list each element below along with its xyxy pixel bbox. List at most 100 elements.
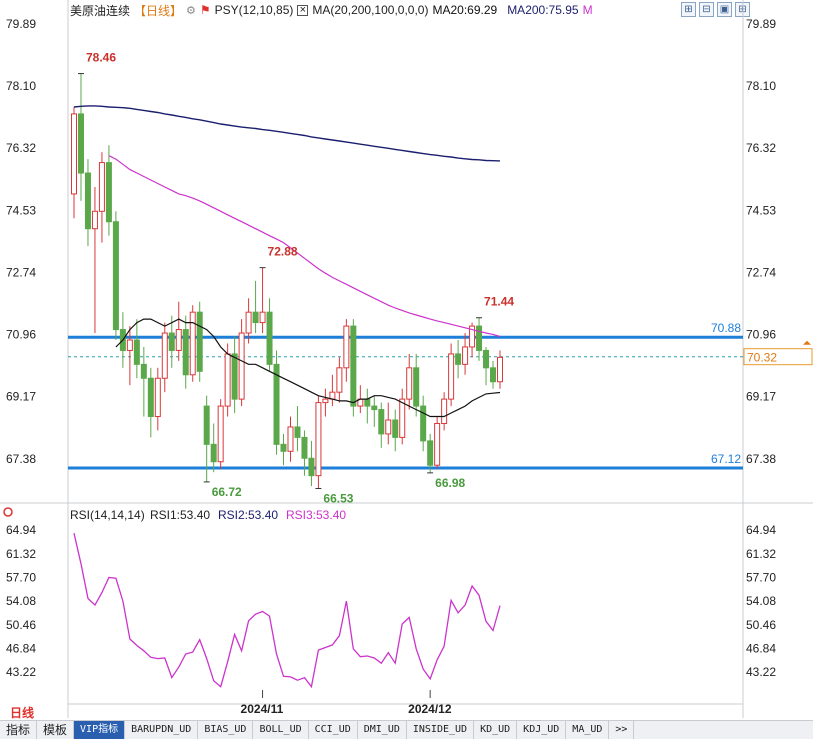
- candle-body: [441, 398, 448, 424]
- candle-body: [350, 325, 357, 407]
- y-tick-left: 76.32: [6, 141, 36, 155]
- rsi-y-tick-left: 50.46: [6, 618, 36, 632]
- candle-body: [490, 367, 497, 383]
- ma-icon[interactable]: ×: [297, 4, 309, 16]
- settings-icon[interactable]: ⚙: [186, 4, 196, 17]
- tab-0[interactable]: 指标: [0, 721, 38, 739]
- candle-body: [71, 113, 77, 195]
- low-annotation: 66.53: [323, 492, 353, 506]
- y-tick-left: 74.53: [6, 203, 36, 217]
- tab-8[interactable]: INSIDE_UD: [407, 721, 475, 739]
- symbol-name: 美原油连续: [70, 3, 131, 18]
- level-label: 70.88: [711, 321, 741, 335]
- candle-body: [280, 443, 287, 452]
- candle-body: [385, 419, 392, 435]
- chart-canvas[interactable]: 79.89 79.89 78.10 78.10 76.32 76.32 74.53 74.53…: [0, 0, 813, 720]
- candle-body: [161, 332, 168, 379]
- candle-body: [476, 325, 483, 351]
- rsi-y-tick-right: 46.84: [746, 642, 776, 656]
- candle-body: [126, 339, 133, 351]
- psy-flag-icon[interactable]: ⚑: [199, 3, 211, 17]
- candle-body: [266, 311, 273, 365]
- y-tick-right: 76.32: [746, 141, 776, 155]
- tab-10[interactable]: KDJ_UD: [517, 721, 567, 739]
- y-tick-left: 79.89: [6, 17, 36, 31]
- tab-1[interactable]: 模板: [37, 721, 75, 739]
- candle-body: [98, 162, 105, 212]
- tab-11[interactable]: MA_UD: [566, 721, 610, 739]
- rsi-y-tick-left: 61.32: [6, 547, 36, 561]
- y-tick-left: 67.38: [6, 452, 36, 466]
- period-label[interactable]: 【日线】: [134, 3, 183, 18]
- candle-body: [231, 353, 238, 400]
- rsi-y-tick-right: 43.22: [746, 665, 776, 679]
- candle-body: [210, 443, 217, 463]
- tab-4[interactable]: BIAS_UD: [198, 721, 254, 739]
- crosshair-icon[interactable]: ⊞: [681, 2, 696, 17]
- high-annotation: 71.44: [484, 295, 514, 309]
- last-price-box: [743, 348, 813, 366]
- tab-6[interactable]: CCI_UD: [309, 721, 358, 739]
- rsi-settings-icon[interactable]: [3, 507, 13, 517]
- rsi2-value: RSI2:53.40: [218, 508, 278, 522]
- candle-body: [378, 409, 385, 435]
- candle-body: [154, 377, 161, 418]
- candle-body: [259, 311, 266, 324]
- timeframe-label[interactable]: 日线: [10, 706, 35, 720]
- high-annotation: 78.46: [86, 51, 116, 65]
- y-tick-left: 70.96: [6, 327, 36, 341]
- tab-2[interactable]: VIP指标: [74, 721, 126, 739]
- candle-body: [413, 367, 420, 407]
- candle-body: [308, 457, 315, 477]
- candle-body: [420, 405, 427, 442]
- candle-body: [287, 426, 294, 452]
- ma200-line: [73, 105, 501, 162]
- rsi-y-tick-right: 61.32: [746, 547, 776, 561]
- candle-body: [91, 210, 98, 230]
- tab-5[interactable]: BOLL_UD: [253, 721, 309, 739]
- ma100-line: [108, 155, 501, 338]
- candle-body: [399, 398, 406, 438]
- candle-body: [140, 363, 147, 379]
- tab-7[interactable]: DMI_UD: [358, 721, 407, 739]
- tab-3[interactable]: BARUPDN_UD: [125, 721, 199, 739]
- x-tick-label: 2024/11: [241, 702, 284, 716]
- y-tick-right: 69.17: [746, 390, 776, 404]
- last-price-arrow-icon: [803, 340, 811, 345]
- ma100-value: M: [582, 3, 593, 17]
- ma20-value: MA20:69.29: [432, 3, 498, 17]
- rsi-y-tick-right: 64.94: [746, 523, 776, 537]
- psy-label[interactable]: PSY(12,10,85): [214, 3, 294, 17]
- candle-body: [147, 377, 154, 418]
- chart-header: 美原油连续 【日线】 ⚙ ⚑ PSY(12,10,85) × MA(20,200…: [70, 2, 597, 18]
- rsi-y-tick-left: 64.94: [6, 523, 36, 537]
- candle-body: [252, 311, 259, 324]
- candle-body: [77, 113, 84, 174]
- rsi-line: [73, 532, 501, 689]
- fullscreen-icon[interactable]: ▣: [717, 2, 732, 17]
- candle-body: [224, 353, 231, 407]
- y-tick-right: 78.10: [746, 79, 776, 93]
- candle-body: [343, 325, 350, 369]
- candle-body: [168, 332, 175, 351]
- indicator-tabbar: 指标 模板 VIP指标 BARUPDN_UD BIAS_UD BOLL_UD CCI_UD D…: [0, 720, 813, 739]
- candle-body: [105, 162, 112, 223]
- ma-label[interactable]: MA(20,200,100,0,0,0): [312, 3, 429, 17]
- rsi-y-tick-right: 57.70: [746, 571, 776, 585]
- candle-body: [175, 329, 182, 351]
- y-tick-right: 70.96: [746, 327, 776, 341]
- rsi-y-tick-left: 43.22: [6, 665, 36, 679]
- candle-body: [336, 367, 343, 393]
- candle-body: [392, 419, 399, 438]
- candle-body: [294, 426, 301, 438]
- rsi-y-tick-right: 50.46: [746, 618, 776, 632]
- candle-body: [322, 398, 329, 404]
- candle-body: [406, 367, 413, 400]
- candle-body: [112, 221, 119, 331]
- zoom-in-icon[interactable]: ⊟: [699, 2, 714, 17]
- candle-body: [189, 311, 196, 376]
- tab-9[interactable]: KD_UD: [474, 721, 518, 739]
- tab-12[interactable]: >>: [609, 721, 635, 739]
- candle-body: [455, 353, 462, 365]
- candle-body: [462, 346, 469, 365]
